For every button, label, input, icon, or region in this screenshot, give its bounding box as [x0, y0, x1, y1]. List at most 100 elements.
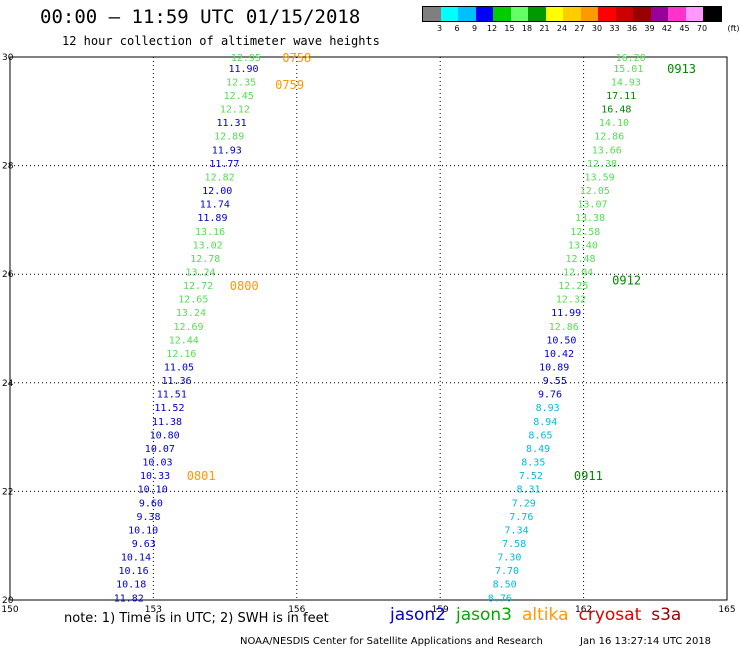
wave-height-label: 13.02 — [193, 240, 223, 251]
time-label: 0912 — [612, 274, 641, 288]
y-tick-label: 22 — [2, 487, 13, 497]
wave-height-label: 10.10 — [128, 525, 158, 536]
x-tick-label: 165 — [718, 605, 735, 615]
wave-height-label: 12.78 — [190, 254, 220, 265]
wave-height-label: 16.20 — [616, 53, 646, 64]
wave-height-label: 8.65 — [528, 430, 552, 441]
wave-height-label: 11.05 — [164, 363, 194, 374]
y-tick-label: 20 — [2, 596, 14, 606]
scale-label: 33 — [609, 24, 620, 33]
axis-labels: 150 153 156 159 162 165 20 22 24 26 28 30 — [1, 53, 735, 615]
page-title: 00:00 – 11:59 UTC 01/15/2018 — [40, 6, 361, 28]
wave-height-label: 9.76 — [538, 390, 562, 401]
wave-height-label: 12.35 — [226, 77, 256, 88]
wave-height-label: 9.38 — [136, 512, 160, 523]
footer-note: note: 1) Time is in UTC; 2) SWH is in fe… — [64, 611, 329, 626]
x-tick-label: 162 — [575, 605, 592, 615]
wave-height-label: 17.11 — [606, 91, 636, 102]
wave-height-label: 11.51 — [157, 390, 187, 401]
x-tick-label: 159 — [432, 605, 449, 615]
scale-swatch — [528, 7, 546, 21]
scale-swatch — [493, 7, 511, 21]
wave-height-label: 10.80 — [150, 430, 180, 441]
scale-unit: (ft) — [727, 24, 740, 33]
wave-height-label: 12.12 — [220, 105, 250, 116]
scale-label: 27 — [574, 24, 585, 33]
scale-label: 70 — [696, 24, 708, 33]
scale-swatch — [633, 7, 651, 21]
wave-height-label: 12.65 — [178, 295, 208, 306]
color-scale-legend: 3 6 9 12 15 18 21 24 27 30 33 36 39 42 45 70 (ft) — [422, 6, 740, 34]
color-scale-ticks: 3 6 9 12 15 18 21 24 27 30 33 36 39 42 45 70 (ft) — [422, 22, 740, 34]
scale-label: 45 — [679, 24, 690, 33]
map-border — [9, 56, 728, 601]
x-tick-label: 150 — [1, 605, 18, 615]
wave-height-label: 12.86 — [549, 322, 579, 333]
wave-height-label: 8.31 — [516, 485, 540, 496]
scale-swatch — [685, 7, 703, 21]
scale-swatch — [423, 7, 441, 21]
scale-label: 18 — [521, 24, 533, 33]
page-subtitle: 12 hour collection of altimeter wave hei… — [62, 34, 380, 48]
wave-height-label: 13.24 — [185, 267, 215, 278]
wave-height-label: 7.29 — [512, 498, 536, 509]
wave-height-label: 10.50 — [546, 335, 576, 346]
wave-height-label: 10.07 — [145, 444, 175, 455]
wave-height-label: 11.52 — [154, 403, 184, 414]
wave-height-label: 12.25 — [558, 281, 588, 292]
wave-height-label: 10.18 — [116, 580, 146, 591]
wave-height-label: 12.38 — [587, 159, 617, 170]
legend-jason3: jason3 — [456, 605, 512, 625]
scale-swatch — [510, 7, 528, 21]
wave-height-label: 10.42 — [544, 349, 574, 360]
wave-height-label: 12.16 — [166, 349, 196, 360]
scale-label: 3 — [436, 24, 443, 33]
scale-swatch — [458, 7, 476, 21]
time-label: 0759 — [275, 78, 304, 92]
scale-swatch — [563, 7, 581, 21]
time-label: 0801 — [187, 469, 216, 483]
wave-height-label: 8.50 — [493, 580, 517, 591]
scale-label: 30 — [591, 24, 603, 33]
wave-height-label: 10.10 — [138, 485, 168, 496]
wave-height-label: 11.93 — [212, 145, 242, 156]
time-label: 0758 — [282, 51, 311, 65]
wave-height-label: 10.03 — [142, 458, 172, 469]
color-scale-swatches — [422, 6, 722, 22]
wave-height-label: 7.70 — [495, 566, 519, 577]
legend-s3a: s3a — [651, 605, 682, 625]
wave-height-label: 13.59 — [585, 172, 615, 183]
scale-swatch — [703, 7, 721, 21]
wave-height-label: 13.38 — [575, 213, 605, 224]
scale-label: 39 — [644, 24, 655, 33]
scale-label: 42 — [661, 24, 673, 33]
wave-height-label: 8.76 — [488, 593, 512, 604]
wave-height-label: 12.95 — [231, 53, 261, 64]
time-label: 0911 — [574, 469, 603, 483]
scale-swatch — [475, 7, 493, 21]
wave-height-label: 12.45 — [224, 91, 254, 102]
wave-height-label: 13.07 — [577, 200, 607, 211]
wave-height-label: 7.58 — [502, 539, 526, 550]
scale-label: 12 — [486, 24, 498, 33]
wave-height-label: 15.01 — [613, 64, 643, 75]
scale-swatch — [545, 7, 563, 21]
wave-height-label: 11.31 — [217, 118, 247, 129]
wave-height-label: 8.93 — [536, 403, 560, 414]
wave-height-label: 7.30 — [497, 553, 521, 564]
wave-height-label: 9.55 — [543, 376, 567, 387]
wave-height-label: 13.16 — [195, 227, 225, 238]
wave-height-label: 11.77 — [209, 159, 239, 170]
scale-label: 15 — [504, 24, 515, 33]
wave-height-label: 12.05 — [580, 186, 610, 197]
wave-height-label: 9.63 — [132, 539, 156, 550]
wave-height-label: 11.90 — [228, 64, 258, 75]
y-tick-label: 24 — [2, 379, 14, 389]
wave-height-label: 11.89 — [197, 213, 227, 224]
legend-jason2: jason2 — [390, 605, 446, 625]
wave-height-label: 7.76 — [509, 512, 533, 523]
wave-height-label: 12.58 — [570, 227, 600, 238]
wave-height-label: 12.04 — [563, 267, 593, 278]
